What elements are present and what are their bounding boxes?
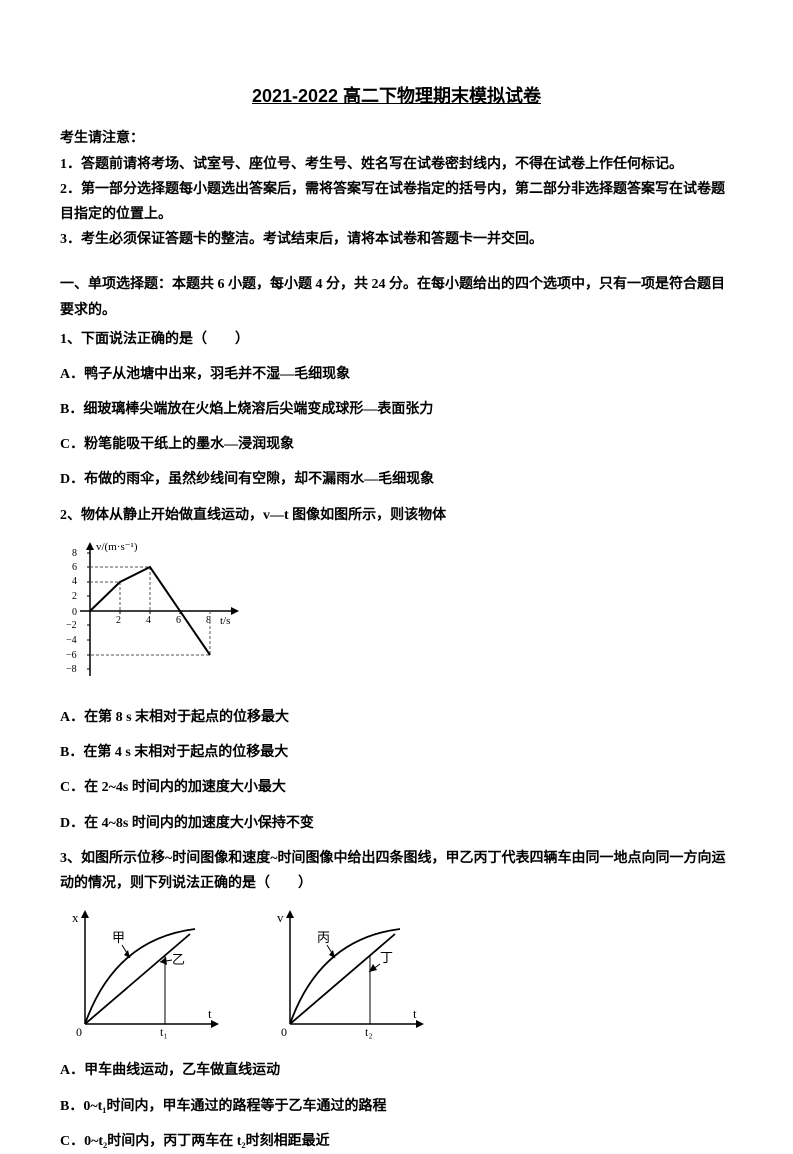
svg-text:v: v <box>277 910 284 925</box>
svg-text:−4: −4 <box>66 635 77 646</box>
q2-stem: 2、物体从静止开始做直线运动，v—t 图像如图所示，则该物体 <box>60 503 733 528</box>
q1-option-a: A．鸭子从池塘中出来，羽毛并不湿—毛细现象 <box>60 362 733 387</box>
svg-text:6: 6 <box>176 615 181 626</box>
q3-graph-right: v t 0 t₂ 丙 丁 <box>265 904 430 1048</box>
svg-text:2: 2 <box>72 591 77 602</box>
q2-option-a: A．在第 8 s 末相对于起点的位移最大 <box>60 705 733 730</box>
svg-text:8: 8 <box>72 548 77 559</box>
svg-text:2: 2 <box>116 615 121 626</box>
svg-text:−8: −8 <box>66 664 77 675</box>
page-title: 2021-2022 高二下物理期末模拟试卷 <box>60 80 733 112</box>
svg-text:丙: 丙 <box>317 930 330 945</box>
svg-text:丁: 丁 <box>380 950 393 965</box>
q1-option-d: D．布做的雨伞，虽然纱线间有空隙，却不漏雨水—毛细现象 <box>60 467 733 492</box>
svg-text:t: t <box>208 1006 212 1021</box>
svg-text:t₁: t₁ <box>160 1025 168 1039</box>
q3-option-a: A．甲车曲线运动，乙车做直线运动 <box>60 1058 733 1083</box>
svg-text:甲: 甲 <box>112 930 125 945</box>
q1-option-b: B．细玻璃棒尖端放在火焰上烧溶后尖端变成球形—表面张力 <box>60 397 733 422</box>
q2-ylabel: v/(m·s⁻¹) <box>96 541 138 553</box>
svg-text:0: 0 <box>72 607 77 618</box>
section1-header: 一、单项选择题：本题共 6 小题，每小题 4 分，共 24 分。在每小题给出的四… <box>60 272 733 322</box>
q3-graph-left: x t 0 t₁ 甲 乙 <box>60 904 225 1048</box>
svg-text:0: 0 <box>76 1025 82 1039</box>
svg-text:−6: −6 <box>66 650 77 661</box>
q2-option-d: D．在 4~8s 时间内的加速度大小保持不变 <box>60 811 733 836</box>
svg-text:t₂: t₂ <box>365 1025 373 1039</box>
notice-header: 考生请注意： <box>60 126 733 151</box>
q2-xlabel: t/s <box>220 615 230 627</box>
q2-graph: 8 6 4 2 0 −2 −4 −6 −8 2 4 6 8 <box>60 536 250 695</box>
svg-text:−2: −2 <box>66 620 77 631</box>
svg-text:x: x <box>72 910 79 925</box>
q3-stem: 3、如图所示位移~时间图像和速度~时间图像中给出四条图线，甲乙丙丁代表四辆车由同… <box>60 846 733 896</box>
svg-text:乙: 乙 <box>172 952 185 967</box>
notice-item-2: 2．第一部分选择题每小题选出答案后，需将答案写在试卷指定的括号内，第二部分非选择… <box>60 177 733 227</box>
q1-option-c: C．粉笔能吸干纸上的墨水—浸润现象 <box>60 432 733 457</box>
svg-text:4: 4 <box>146 615 151 626</box>
svg-text:0: 0 <box>281 1025 287 1039</box>
notice-item-3: 3．考生必须保证答题卡的整洁。考试结束后，请将本试卷和答题卡一并交回。 <box>60 227 733 252</box>
notice-item-1: 1．答题前请将考场、试室号、座位号、考生号、姓名写在试卷密封线内，不得在试卷上作… <box>60 152 733 177</box>
q2-option-c: C．在 2~4s 时间内的加速度大小最大 <box>60 775 733 800</box>
svg-text:6: 6 <box>72 562 77 573</box>
q3-option-c: C．0~t₂时间内，丙丁两车在 t₂时刻相距最近 <box>60 1129 733 1154</box>
q1-stem: 1、下面说法正确的是（ ） <box>60 327 733 352</box>
q2-option-b: B．在第 4 s 末相对于起点的位移最大 <box>60 740 733 765</box>
svg-text:4: 4 <box>72 576 77 587</box>
q3-option-b: B．0~t₁时间内，甲车通过的路程等于乙车通过的路程 <box>60 1094 733 1119</box>
svg-text:t: t <box>413 1006 417 1021</box>
